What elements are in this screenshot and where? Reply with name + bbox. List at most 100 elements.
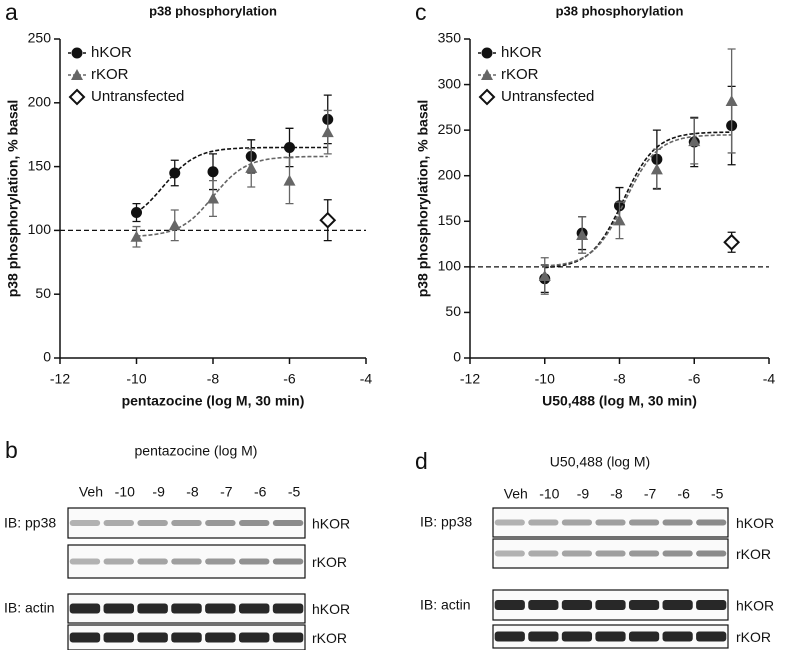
blot-band [528, 600, 559, 610]
blot-band [561, 631, 593, 642]
legend-label: Untransfected [91, 88, 184, 105]
row-label: rKOR [312, 630, 347, 646]
y-tick-label: 150 [28, 157, 52, 173]
legend-label: hKOR [91, 44, 132, 61]
group-label: IB: actin [4, 600, 55, 616]
lane-label: -7 [644, 486, 657, 502]
marker [130, 230, 143, 242]
group-label: IB: actin [420, 597, 471, 613]
legend-label: rKOR [501, 66, 539, 83]
blot-band [696, 600, 727, 610]
blot-band [103, 558, 135, 565]
blot-band [528, 550, 559, 557]
row-label: rKOR [736, 629, 771, 645]
marker [613, 214, 626, 226]
lane-label: -5 [288, 484, 301, 500]
blot-band [696, 550, 727, 557]
blot-title: pentazocine (log M) [135, 443, 258, 459]
blot-band [272, 632, 304, 643]
x-tick-label: -6 [283, 371, 296, 387]
blot-band [272, 603, 304, 614]
blot-band [238, 603, 270, 614]
blot-band [171, 632, 202, 643]
marker [650, 163, 663, 175]
legend-marker [481, 69, 493, 80]
y-tick-label: 200 [438, 166, 462, 182]
y-tick-label: 300 [438, 75, 462, 91]
group-label: IB: pp38 [420, 514, 472, 530]
lane-label: -8 [186, 484, 199, 500]
legend-marker [481, 47, 493, 59]
blot-band [595, 550, 626, 557]
lane-label: -6 [677, 486, 690, 502]
x-tick-label: -10 [535, 371, 555, 387]
blot-band [103, 632, 135, 643]
lane-label: -10 [539, 486, 559, 502]
lane-label: -6 [254, 484, 267, 500]
row-label: hKOR [736, 598, 774, 614]
blot-band [494, 600, 525, 610]
lane-label: Veh [79, 484, 103, 500]
blot-band [272, 520, 304, 526]
blot-band [662, 600, 693, 610]
panel-label: a [5, 0, 18, 25]
blot-band [696, 631, 727, 642]
blot-band [103, 603, 135, 614]
blot-title: U50,488 (log M) [550, 454, 650, 470]
x-tick-label: -10 [126, 371, 146, 387]
lane-label: -10 [115, 484, 135, 500]
legend-marker [478, 88, 496, 106]
blot-band [103, 520, 135, 526]
blot-band [137, 603, 168, 614]
blot-band [628, 631, 660, 642]
row-label: hKOR [736, 515, 774, 531]
blot-band [595, 631, 626, 642]
blot-band [595, 519, 626, 526]
lane-label: Veh [504, 486, 528, 502]
fit-curve [544, 134, 732, 267]
x-tick-label: -8 [207, 371, 220, 387]
legend-label: hKOR [501, 44, 542, 61]
legend-marker [68, 88, 86, 106]
panel-label: d [415, 448, 428, 474]
blot-band [528, 631, 559, 642]
legend-marker [71, 69, 83, 80]
y-tick-label: 100 [28, 221, 52, 237]
blot-band [662, 519, 693, 526]
blot-band [595, 600, 626, 610]
blot-band [662, 550, 693, 557]
marker [576, 228, 589, 240]
group-label: IB: pp38 [4, 515, 56, 531]
y-axis-label: p38 phosphorylation, % basal [5, 100, 21, 298]
blot-band [662, 631, 693, 642]
legend-label: Untransfected [501, 88, 594, 105]
row-label: rKOR [736, 546, 771, 562]
x-tick-label: -12 [50, 371, 70, 387]
blot-band [494, 631, 525, 642]
y-tick-label: 0 [453, 349, 461, 365]
x-tick-label: -4 [763, 371, 776, 387]
row-label: hKOR [312, 601, 350, 617]
y-axis-label: p38 phosphorylation, % basal [415, 100, 431, 298]
blot-band [561, 600, 593, 610]
marker [284, 141, 295, 153]
blot-band [69, 603, 101, 614]
marker [538, 269, 551, 281]
y-tick-label: 250 [438, 121, 462, 137]
marker [169, 167, 181, 179]
fit-curve [136, 155, 328, 237]
x-axis-label: pentazocine (log M, 30 min) [122, 393, 305, 409]
blot-band [137, 558, 168, 565]
blot-band [696, 519, 727, 526]
x-axis-label: U50,488 (log M, 30 min) [542, 393, 697, 409]
blot-band [494, 550, 525, 557]
blot-band [137, 632, 168, 643]
blot-band [205, 603, 236, 614]
blot-band [494, 519, 525, 526]
blot-band [205, 632, 236, 643]
blot-band [628, 600, 660, 610]
legend-marker [71, 47, 83, 59]
lane-label: -9 [577, 486, 590, 502]
blot-band [528, 519, 559, 526]
blot-band [561, 550, 593, 557]
